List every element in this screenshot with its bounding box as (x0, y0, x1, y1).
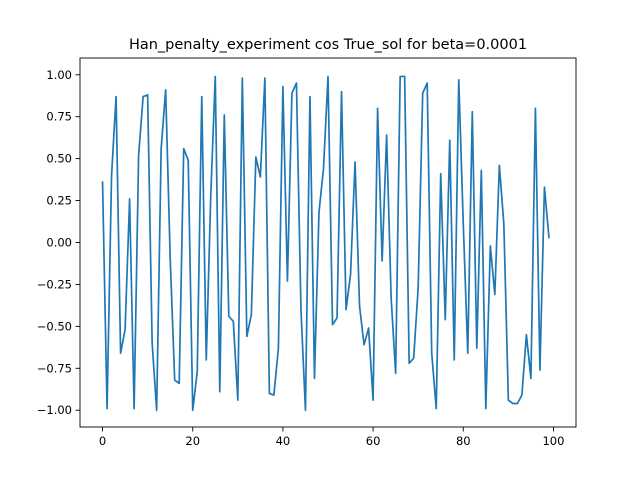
y-tick-label: 0.00 (46, 236, 72, 250)
y-tick-label: −0.25 (37, 277, 72, 291)
y-tick-label: 0.75 (46, 110, 72, 124)
y-tick-label: −1.00 (37, 403, 72, 417)
x-tick-label: 0 (99, 434, 106, 448)
x-tick-label: 40 (276, 434, 291, 448)
y-tick-label: −0.50 (37, 319, 72, 333)
series-line-1 (101, 75, 550, 412)
y-tick-label: 0.50 (46, 152, 72, 166)
y-tick-label: 0.25 (46, 194, 72, 208)
chart-title: Han_penalty_experiment cos True_sol for … (129, 37, 527, 53)
x-tick-label: 20 (185, 434, 200, 448)
x-tick-label: 60 (366, 434, 381, 448)
plot-area: 0 20 40 60 80 100 1.00 0.75 0.50 0.25 0.00 −0.25 −0.… (37, 57, 577, 448)
y-tick-label: −0.75 (37, 361, 72, 375)
x-tick-label: 100 (542, 434, 564, 448)
x-tick-label: 80 (456, 434, 471, 448)
y-tick-label: 1.00 (46, 68, 72, 82)
